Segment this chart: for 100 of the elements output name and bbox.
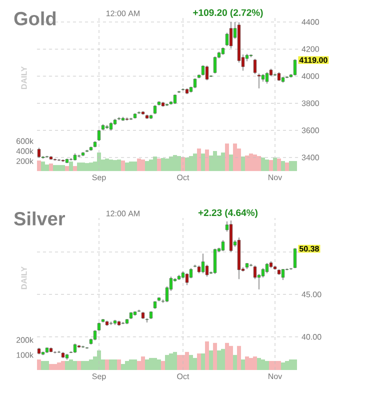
bar (245, 356, 249, 370)
bar (284, 162, 289, 172)
bar (137, 158, 141, 172)
bar (264, 160, 269, 172)
candlestick (213, 56, 217, 74)
y-tick-label: 4000 (302, 73, 320, 80)
bar (133, 359, 137, 370)
candlestick (85, 150, 89, 152)
bar (276, 360, 281, 370)
bar (168, 156, 173, 172)
bar (240, 156, 245, 172)
bar (109, 359, 113, 370)
y-tick-label: 45.00 (302, 292, 322, 298)
x-tick-label: Nov (268, 174, 282, 180)
bar (148, 160, 153, 172)
bar (61, 165, 65, 172)
bar (197, 148, 201, 172)
bar (120, 160, 125, 172)
bar (45, 360, 49, 370)
bar (260, 158, 265, 172)
bar (173, 352, 177, 370)
bar (141, 356, 145, 370)
bar (188, 156, 193, 172)
bar (49, 364, 53, 370)
bar (256, 358, 261, 370)
bar (201, 154, 205, 172)
text: +109.20 (2.72%) (193, 8, 263, 18)
y-tick-label: 3600 (302, 128, 320, 134)
bar (288, 161, 293, 172)
bar (137, 360, 141, 370)
bar (269, 160, 273, 172)
chart-title: Gold (14, 11, 56, 26)
x-tick-label: Oct (177, 374, 190, 380)
bar (240, 359, 245, 370)
bar (61, 360, 65, 370)
text: 12:00 AM (106, 210, 140, 216)
bar (252, 356, 257, 370)
bar (205, 150, 209, 172)
candlestick (205, 264, 209, 277)
y2-tick-label: 200k (16, 158, 34, 164)
bar (252, 154, 257, 172)
y-tick-label: 4200 (302, 46, 320, 52)
bar (245, 156, 249, 172)
bar (144, 359, 149, 370)
bar (232, 144, 237, 172)
bar (148, 358, 153, 370)
bar (232, 354, 237, 370)
bar (269, 360, 273, 370)
bar (105, 359, 109, 370)
candlestick (37, 147, 41, 158)
bar (144, 161, 149, 172)
bar (212, 342, 217, 370)
bar (120, 364, 125, 370)
y2-tick-label: 100k (16, 352, 34, 358)
bar (292, 359, 297, 370)
bar (117, 160, 121, 172)
bar (164, 158, 169, 172)
y-tick-label: 4400 (302, 19, 320, 25)
candlestick (177, 90, 181, 94)
bar (157, 158, 161, 172)
bar (288, 359, 293, 370)
text: 4119.00 (299, 57, 328, 63)
candlestick (201, 253, 205, 274)
bar (164, 354, 169, 370)
y2-tick-label: 200k (16, 336, 34, 343)
bar (117, 359, 121, 370)
bar (228, 346, 233, 370)
text: 50.38 (299, 246, 319, 252)
bar (41, 162, 45, 172)
candlestick (253, 58, 257, 74)
bar (161, 158, 165, 172)
bar (89, 359, 93, 370)
bar (77, 162, 81, 172)
bar (221, 152, 225, 172)
candlestick (213, 248, 217, 274)
bar (260, 359, 265, 370)
candlestick (253, 265, 257, 280)
candlestick (293, 248, 297, 268)
candlestick (185, 272, 189, 286)
bar (124, 162, 129, 172)
x-tick-label: Oct (177, 174, 190, 180)
bar (161, 360, 165, 370)
bar (157, 359, 161, 370)
candlestick (221, 240, 225, 252)
bar (188, 354, 193, 370)
bar (236, 346, 241, 370)
bar (73, 166, 77, 172)
bar (69, 162, 73, 172)
bar (77, 360, 81, 370)
text: +2.23 (4.64%) (198, 209, 258, 218)
chart-title: Silver (14, 212, 65, 226)
x-tick-label: Sep (92, 174, 106, 182)
candlestick (73, 343, 77, 354)
bar (221, 348, 225, 370)
bar (256, 156, 261, 172)
candlestick (189, 268, 193, 279)
bar (197, 353, 201, 370)
bar (65, 360, 69, 370)
bar (280, 161, 285, 172)
bar (81, 360, 85, 370)
